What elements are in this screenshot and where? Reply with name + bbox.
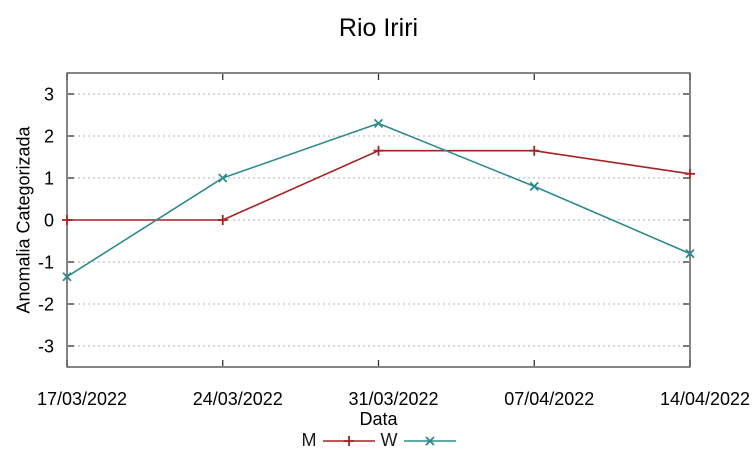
y-tick-label: 3	[44, 85, 54, 105]
y-tick-label: -2	[38, 295, 54, 315]
chart-title: Rio Iriri	[338, 14, 419, 42]
data-point-marker	[685, 168, 695, 179]
data-point-marker	[685, 248, 695, 259]
y-tick-label: 2	[44, 127, 54, 147]
x-tick-label: 07/04/2022	[504, 389, 594, 409]
legend-swatch-m	[322, 435, 375, 446]
x-tick-label: 17/03/2022	[37, 389, 127, 409]
data-point-marker	[373, 145, 384, 156]
legend-label-w: W	[380, 430, 398, 450]
data-point-marker	[62, 215, 72, 225]
data-point-marker	[529, 181, 539, 192]
data-point-marker	[529, 145, 540, 156]
y-tick-label: 1	[44, 169, 54, 189]
series-line-m	[67, 149, 691, 221]
legend-label-m: M	[301, 430, 317, 450]
legend: M W	[67, 430, 690, 451]
data-point-marker	[373, 118, 384, 129]
data-point-marker	[424, 435, 435, 446]
data-point-marker	[218, 173, 228, 183]
data-point-marker	[62, 272, 72, 282]
x-tick-label: 31/03/2022	[348, 389, 438, 409]
x-tick-label: 24/03/2022	[193, 389, 283, 409]
data-point-marker	[343, 435, 354, 446]
data-point-marker	[217, 215, 228, 225]
y-tick-label: 0	[44, 211, 54, 231]
y-tick-label: -1	[38, 253, 54, 273]
x-tick-label: 14/04/2022	[660, 389, 750, 409]
legend-swatch-w	[403, 435, 456, 446]
x-axis-label: Data	[359, 409, 398, 429]
y-tick-label: -3	[38, 337, 54, 357]
